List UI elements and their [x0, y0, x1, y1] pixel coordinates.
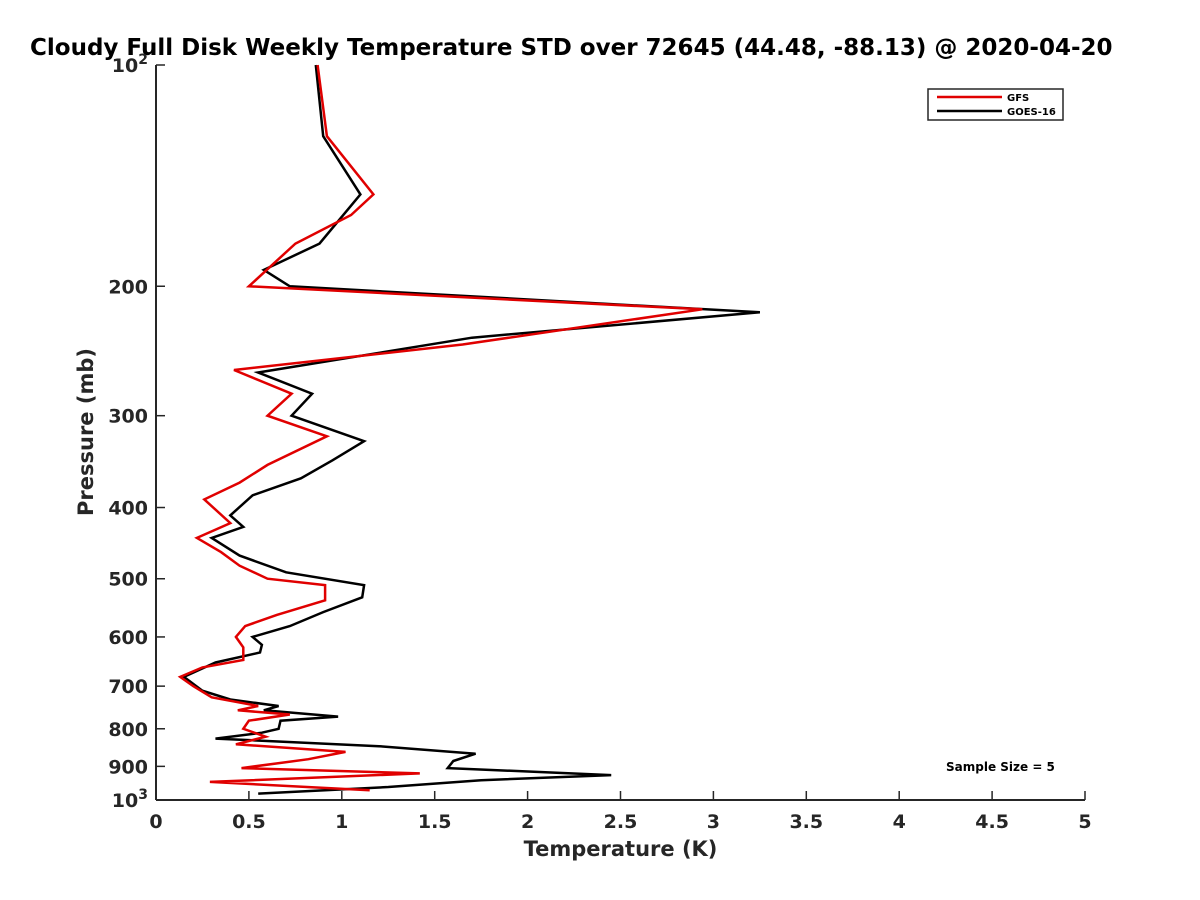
y-tick-label: 800: [108, 719, 148, 741]
legend: GFS GOES-16: [927, 88, 1064, 121]
x-ticks: 0 0.5 1 1.5 2 2.5 3 3.5 4 4.5 5: [149, 791, 1092, 833]
y-tick-label: 300: [108, 406, 148, 428]
x-tick-label: 3: [707, 811, 720, 833]
plot-area: [177, 64, 761, 795]
x-tick-label: 5: [1078, 811, 1091, 833]
x-tick-label: 2: [521, 811, 534, 833]
x-tick-label: 1.5: [418, 811, 452, 833]
x-tick-label: 0: [149, 811, 162, 833]
y-tick-label: 102: [112, 52, 148, 77]
y-ticks: 102 200 300 400 500 600 700 800 900 103: [108, 52, 165, 812]
legend-box: [927, 88, 1064, 121]
y-axis-label: Pressure (mb): [74, 348, 98, 516]
x-tick-label: 1: [335, 811, 348, 833]
y-tick-label: 600: [108, 627, 148, 649]
chart-title: Cloudy Full Disk Weekly Temperature STD …: [30, 35, 1113, 61]
series-line-gfs: [177, 64, 703, 792]
y-tick-label: 200: [108, 276, 148, 298]
y-tick-label: 900: [108, 756, 148, 778]
x-axis-label: Temperature (K): [524, 837, 718, 861]
y-tick-label: 103: [112, 787, 148, 812]
x-tick-label: 0.5: [232, 811, 266, 833]
y-tick-label: 700: [108, 676, 148, 698]
y-tick-label: 500: [108, 569, 148, 591]
x-tick-label: 2.5: [604, 811, 638, 833]
legend-label: GFS: [1007, 93, 1029, 104]
x-tick-label: 4.5: [975, 811, 1009, 833]
sample-size-annotation: Sample Size = 5: [946, 760, 1055, 774]
x-tick-label: 3.5: [789, 811, 823, 833]
legend-label: GOES-16: [1007, 107, 1056, 118]
y-tick-label: 400: [108, 498, 148, 520]
x-tick-label: 4: [893, 811, 906, 833]
